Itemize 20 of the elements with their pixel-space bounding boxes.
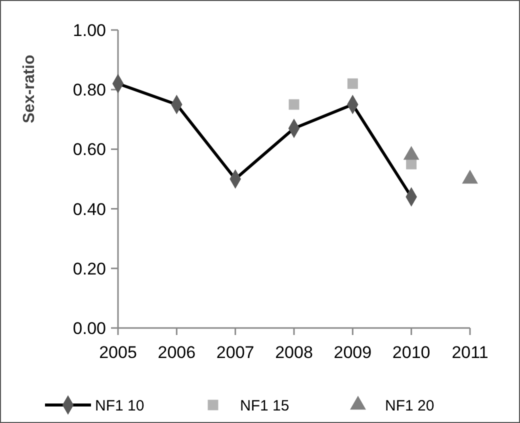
x-tick-label: 2011 bbox=[452, 343, 488, 362]
y-tick-label: 0.60 bbox=[72, 140, 106, 160]
x-tick-label: 2009 bbox=[334, 343, 372, 362]
y-tick-label: 0.00 bbox=[72, 318, 106, 338]
point bbox=[406, 158, 417, 170]
point bbox=[347, 78, 358, 89]
x-tick-label: 2010 bbox=[392, 343, 430, 362]
legend-label: NF1 20 bbox=[385, 397, 434, 414]
y-tick-label: 0.40 bbox=[72, 200, 106, 219]
x-tick-label: 2007 bbox=[216, 343, 254, 362]
legend-label: NF1 10 bbox=[95, 397, 144, 414]
y-axis-title: Sex-ratio bbox=[21, 54, 38, 124]
point bbox=[288, 99, 300, 110]
x-tick-label: 2005 bbox=[99, 343, 137, 362]
y-tick-label: 0.80 bbox=[72, 80, 106, 100]
y-tick-label: 0.20 bbox=[72, 259, 106, 278]
legend-label: NF1 15 bbox=[240, 397, 290, 414]
x-tick-label: 2008 bbox=[275, 343, 313, 362]
y-tick-label: 1.00 bbox=[72, 20, 106, 40]
x-tick-label: 2006 bbox=[158, 343, 196, 362]
